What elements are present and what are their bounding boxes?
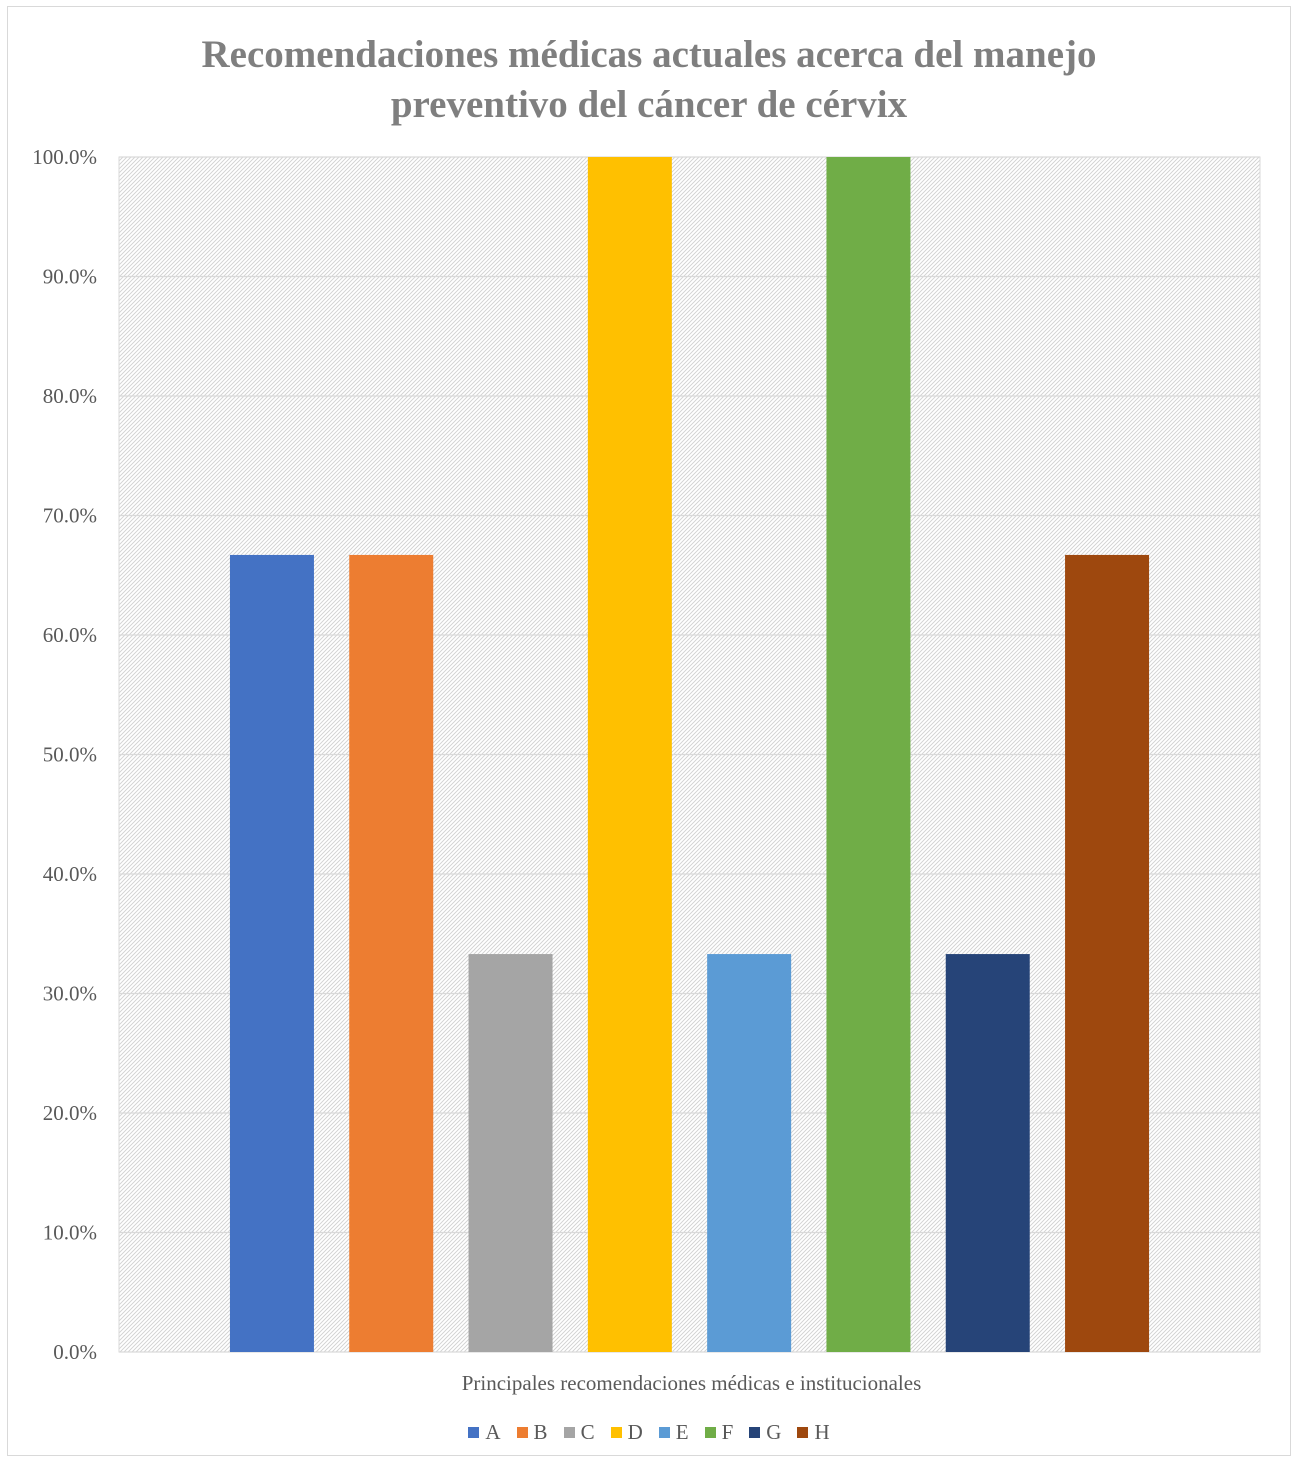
legend-label: H — [814, 1419, 830, 1444]
y-tick-label: 10.0% — [43, 1221, 97, 1245]
legend-item-e: E — [658, 1419, 689, 1445]
legend-item-a: A — [468, 1419, 501, 1445]
y-tick-label: 0.0% — [53, 1340, 97, 1364]
legend-label: E — [675, 1419, 689, 1444]
chart-title-line-1: Recomendaciones médicas actuales acerca … — [201, 33, 1097, 76]
legend-label: A — [485, 1419, 501, 1444]
y-tick-label: 20.0% — [43, 1101, 97, 1125]
legend-label: C — [580, 1419, 595, 1444]
bar-h — [1065, 554, 1150, 1352]
legend-swatch — [704, 1426, 716, 1438]
x-axis-title: Principales recomendaciones médicas e in… — [462, 1371, 922, 1395]
legend: A B C D E F G H — [0, 1418, 1298, 1446]
y-tick-label: 90.0% — [43, 265, 97, 289]
legend-item-f: F — [704, 1419, 734, 1445]
chart-title: Recomendaciones médicas actuales acerca … — [0, 30, 1298, 130]
y-axis-ticks: 0.0% 10.0% 20.0% 30.0% 40.0% 50.0% 60.0% 70.0% 8… — [32, 145, 97, 1364]
legend-item-h: H — [797, 1419, 830, 1445]
legend-item-g: G — [749, 1420, 781, 1445]
legend-label: F — [721, 1419, 734, 1444]
legend-label: G — [766, 1419, 782, 1444]
legend-swatch — [749, 1426, 761, 1438]
legend-swatch — [610, 1426, 622, 1438]
chart-title-line-2: preventivo del cáncer de cérvix — [390, 83, 908, 126]
y-tick-label: 50.0% — [43, 743, 97, 767]
bar-f — [826, 157, 911, 1352]
bar-e — [707, 954, 792, 1352]
y-tick-label: 70.0% — [43, 504, 97, 528]
legend-item-b: B — [516, 1419, 548, 1445]
bars — [229, 157, 1150, 1352]
legend-item-c: C — [563, 1419, 595, 1445]
y-tick-label: 30.0% — [43, 982, 97, 1006]
bar-b — [349, 554, 434, 1352]
legend-swatch — [516, 1426, 528, 1438]
legend-swatch — [468, 1426, 480, 1438]
bar-d — [587, 157, 672, 1352]
legend-item-d: D — [610, 1419, 643, 1445]
bar-c — [468, 954, 553, 1352]
legend-label: D — [627, 1419, 643, 1444]
y-tick-label: 100.0% — [32, 145, 97, 169]
y-tick-label: 60.0% — [43, 623, 97, 647]
bar-a — [229, 554, 314, 1352]
bar-g — [945, 954, 1030, 1352]
y-tick-label: 80.0% — [43, 384, 97, 408]
legend-swatch — [797, 1426, 809, 1438]
legend-label: B — [533, 1419, 548, 1444]
y-tick-label: 40.0% — [43, 862, 97, 886]
legend-swatch — [658, 1426, 670, 1438]
legend-swatch — [563, 1426, 575, 1438]
